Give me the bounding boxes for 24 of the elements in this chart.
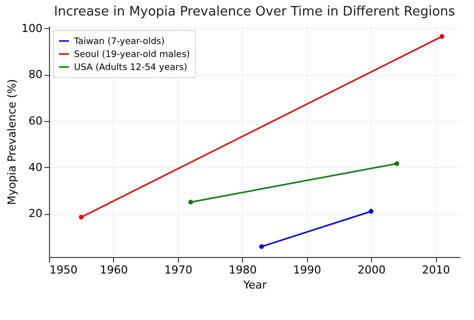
y-axis-title: Myopia Prevalence (%) [6,79,19,205]
y-tick-label: 100 [22,22,42,35]
x-tick-label: 1960 [100,264,128,276]
x-tick-label: 1950 [50,264,78,276]
x-tick-label: 1970 [164,264,192,276]
y-tick-label: 40 [28,160,42,174]
legend-label: USA (Adults 12-54 years) [74,63,188,73]
x-tick-label: 2000 [358,264,386,276]
legend-label: Taiwan (7-year-olds) [73,37,165,47]
x-tick-label: 2010 [422,264,450,276]
y-tick-label: 80 [28,68,42,82]
point [188,200,194,204]
y-tick-label: 20 [28,207,42,220]
y-tick-label: 60 [28,114,42,128]
point [368,209,374,214]
legend-label: Seoul (19-year-old males) [74,50,190,60]
point [440,34,444,39]
point [259,244,264,249]
x-tick-label: 1980 [228,264,257,276]
chart-title: Increase in Myopia Prevalence Over Time in Different Regions [54,4,456,20]
x-axis-title: Year [242,278,268,292]
x-tick-label: 1990 [293,264,322,276]
point [394,161,400,166]
point [78,214,84,220]
